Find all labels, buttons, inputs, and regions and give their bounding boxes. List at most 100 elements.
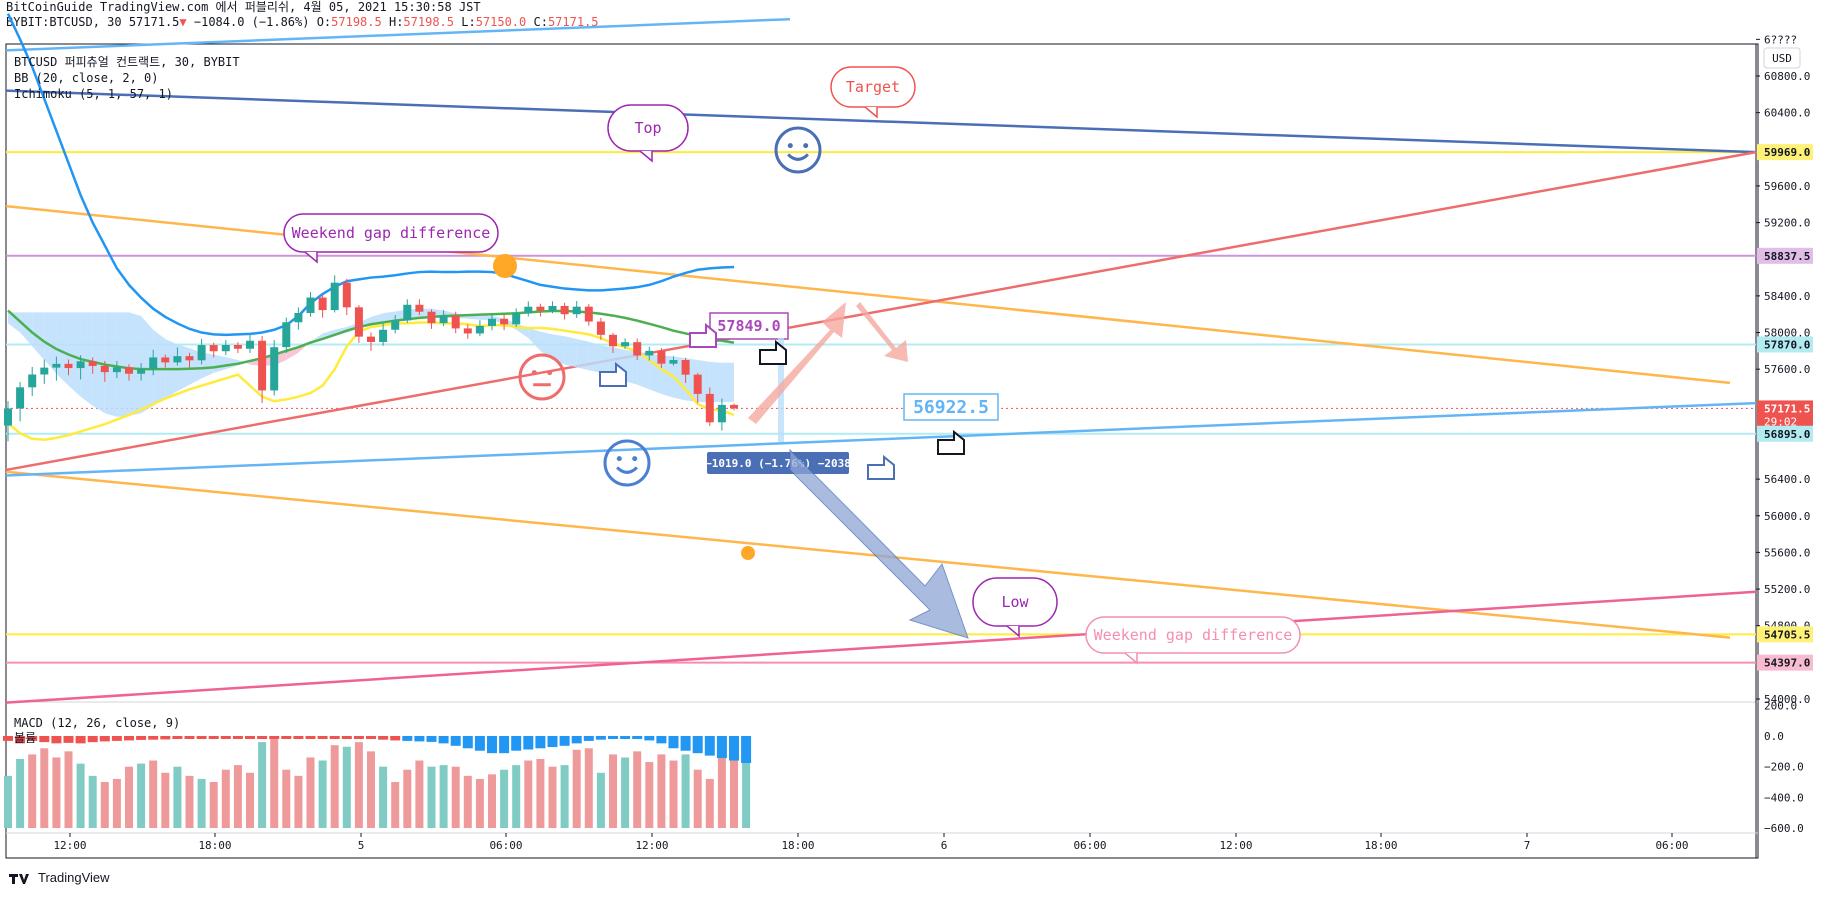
candle-body: [52, 363, 61, 368]
macd-histogram-bar: [668, 736, 679, 749]
candle-body: [88, 361, 97, 366]
macd-histogram-bar: [571, 736, 582, 744]
macd-histogram-bar: [499, 736, 510, 754]
cloud-segment: [141, 316, 154, 414]
upper-channel-line[interactable]: [5, 17, 791, 52]
measure-label-box[interactable]: [707, 452, 849, 474]
candle-body: [112, 367, 121, 373]
low-label: Low: [1001, 593, 1029, 611]
currency-badge[interactable]: [1763, 47, 1801, 69]
price-label-text: 57870.0: [1764, 338, 1810, 351]
volume-bar: [173, 766, 182, 828]
macd-histogram-bar: [353, 736, 364, 739]
volume-bar: [88, 775, 97, 828]
candle-body: [221, 344, 230, 352]
price-label-badge[interactable]: [1757, 247, 1813, 264]
price-tick-label: 57600.0: [1764, 363, 1810, 376]
descending-channel-lower[interactable]: [5, 470, 1731, 639]
macd-histogram-bar: [15, 736, 26, 744]
price-label-badge[interactable]: [1757, 626, 1813, 643]
time-tick-label: 18:00: [1364, 839, 1397, 852]
weekend-gap-top-bubble[interactable]: [283, 213, 499, 253]
volume-bar: [318, 760, 327, 828]
candle-body: [197, 345, 206, 361]
volume-bar: [488, 774, 496, 828]
price-label-badge[interactable]: [1757, 400, 1813, 431]
last-price: 57171.5: [128, 15, 180, 29]
time-tick-label: 7: [1524, 839, 1531, 852]
macd-histogram-bar: [269, 736, 280, 739]
price-axis[interactable]: 6???? 60800.0 60400.0 59600.0 59200.0 58400.0…: [1756, 33, 1813, 706]
time-tick-label: 5: [358, 839, 365, 852]
close-label: C:: [533, 15, 548, 29]
price-label-text: 59969.0: [1764, 146, 1810, 159]
cloud-segment: [153, 329, 166, 406]
volume-bar: [137, 763, 146, 828]
candle-body: [669, 360, 678, 364]
volume-bar: [112, 778, 121, 828]
candle-body: [463, 328, 472, 334]
candle-body: [584, 306, 593, 322]
measure-label-text: −1019.0 (−1.76%) −2038: [705, 457, 851, 470]
candle-body: [693, 374, 702, 394]
macd-axis[interactable]: 200.0 0.0 −200.0 −400.0 −600.0: [1764, 699, 1804, 835]
candle-body: [149, 357, 158, 370]
macd-histogram-bar: [414, 736, 425, 742]
macd-histogram-bar: [220, 736, 231, 739]
cloud-segment: [116, 312, 129, 417]
pointer-hand-icon: [867, 454, 895, 480]
candle-body: [318, 297, 327, 311]
macd-histogram-bar: [245, 736, 255, 739]
price-label-badge[interactable]: [1757, 654, 1813, 671]
candle-body: [246, 340, 254, 349]
cloud-segment: [20, 312, 33, 347]
bollinger-upper-line: [6, 13, 735, 337]
macd-tick-label: −400.0: [1764, 791, 1804, 804]
cloud-segment: [576, 338, 589, 371]
price-label-text: 54397.0: [1764, 657, 1810, 670]
lower-ascending-line[interactable]: [5, 590, 1757, 704]
macd-histogram-bar: [87, 736, 98, 743]
price-callout-a-box[interactable]: [709, 312, 789, 340]
macd-histogram-bar: [487, 736, 497, 754]
drawings[interactable]: Target Top Weekend gap difference Low Weeken…: [283, 66, 1301, 665]
macd-histogram-bar: [160, 736, 171, 740]
ascending-trendline[interactable]: [5, 150, 1757, 472]
volume-bar: [306, 757, 315, 828]
macd-histogram-bar: [136, 736, 147, 740]
cloud-segment: [552, 334, 565, 365]
time-tick-label: 18:00: [781, 839, 814, 852]
weekend-gap-bottom-bubble[interactable]: [1085, 616, 1301, 654]
time-axis[interactable]: 12:00 18:00 5 06:00 12:00 18:00 6 06:00 12:00 18:…: [53, 833, 1689, 852]
price-callout-b-box[interactable]: [903, 393, 999, 421]
price-tick-label: 55600.0: [1764, 546, 1810, 559]
support-trendline[interactable]: [5, 401, 1757, 477]
weekend-gap-bottom-bubble-tail: [1124, 652, 1138, 665]
volume-bar: [633, 751, 642, 828]
volume-bar: [28, 754, 37, 828]
volume-bar: [621, 757, 630, 828]
price-label-badge[interactable]: [1757, 425, 1813, 442]
open-label: O:: [316, 15, 332, 29]
time-tick-label: 6: [941, 839, 948, 852]
dizzy-face-icon-mouth: [616, 466, 638, 474]
candles: [4, 275, 738, 442]
candle-body: [488, 318, 496, 326]
price-label-badge[interactable]: [1757, 144, 1813, 161]
candle-body: [645, 350, 654, 356]
macd-histogram-bar: [583, 736, 594, 741]
price-label-badge[interactable]: [1757, 336, 1813, 353]
macd-histogram-bar: [39, 736, 50, 743]
resistance-trendline[interactable]: [5, 89, 1757, 154]
candle-body: [560, 305, 569, 315]
candle-body: [173, 356, 182, 363]
time-tick-label: 06:00: [1655, 839, 1688, 852]
macd-tick-label: 200.0: [1764, 699, 1797, 712]
cloud-segment: [661, 355, 674, 398]
cloud-segment: [709, 361, 722, 403]
volume-bar: [548, 766, 557, 828]
tradingview-logo-icon: [9, 873, 29, 884]
candle-body: [548, 305, 557, 311]
tradingview-footer[interactable]: TradingView: [8, 870, 110, 885]
